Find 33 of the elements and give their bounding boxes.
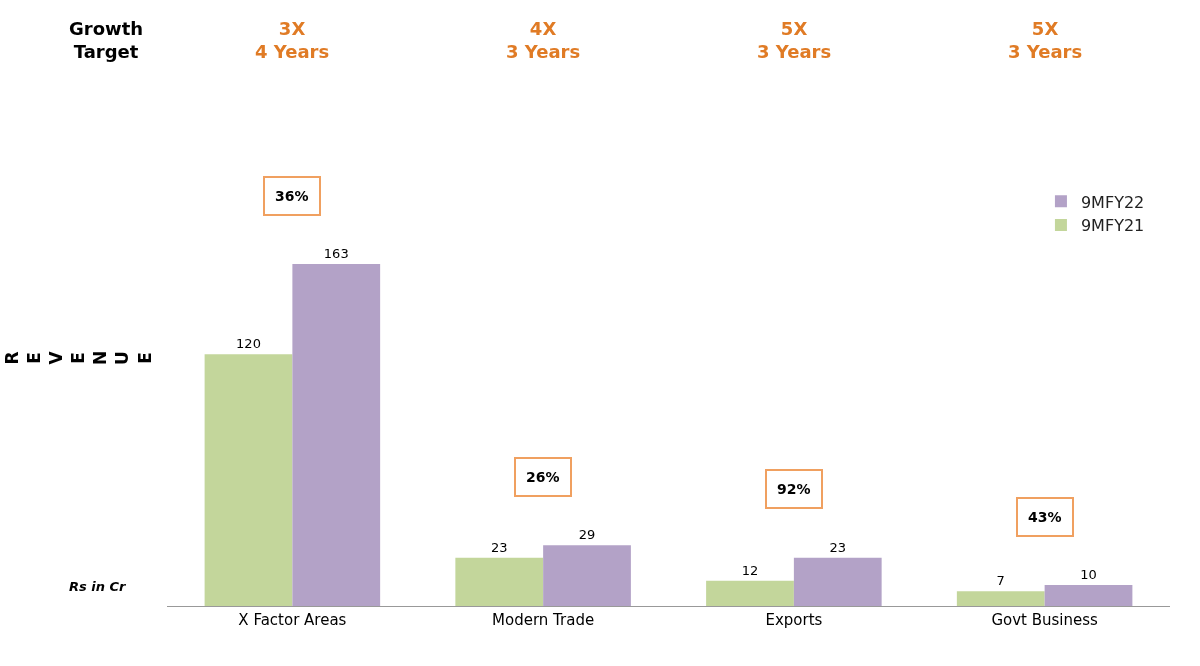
x-tick-label: Modern Trade <box>492 611 595 629</box>
bar <box>956 591 1045 606</box>
text: 5X 3 Years <box>757 18 832 63</box>
text: 5X 3 Years <box>1008 18 1083 63</box>
text: Rs in Cr <box>69 579 128 594</box>
data-label: 23 <box>829 539 847 555</box>
data-label: 163 <box>323 245 349 261</box>
data-label: 7 <box>996 573 1005 589</box>
bar <box>1044 585 1133 606</box>
text: Growth Target <box>69 18 144 63</box>
x-tick-label: X Factor Areas <box>238 611 347 629</box>
data-label: 29 <box>578 527 596 543</box>
legend-label: 9MFY21 <box>1080 216 1145 236</box>
data-label: 23 <box>490 539 508 555</box>
text: 4X 3 Years <box>506 18 581 63</box>
bar <box>204 354 293 606</box>
legend-label: 9MFY22 <box>1080 192 1145 212</box>
bar <box>455 557 544 606</box>
x-tick-label: Exports <box>765 611 823 629</box>
x-tick-label: Govt Business <box>991 611 1099 629</box>
data-label: 120 <box>236 336 261 352</box>
annotation: 92% <box>777 481 811 497</box>
bar <box>543 545 631 606</box>
annotation: 26% <box>526 469 560 485</box>
text: 3X 4 Years <box>255 18 330 63</box>
bar <box>793 557 882 606</box>
data-label: 12 <box>741 562 759 578</box>
data-label: 10 <box>1080 567 1097 583</box>
y-axis-title: REVENUE <box>1 350 155 366</box>
bar <box>706 580 794 606</box>
bar <box>292 263 381 606</box>
text: 36% <box>275 188 309 204</box>
annotation: 43% <box>1028 509 1062 525</box>
